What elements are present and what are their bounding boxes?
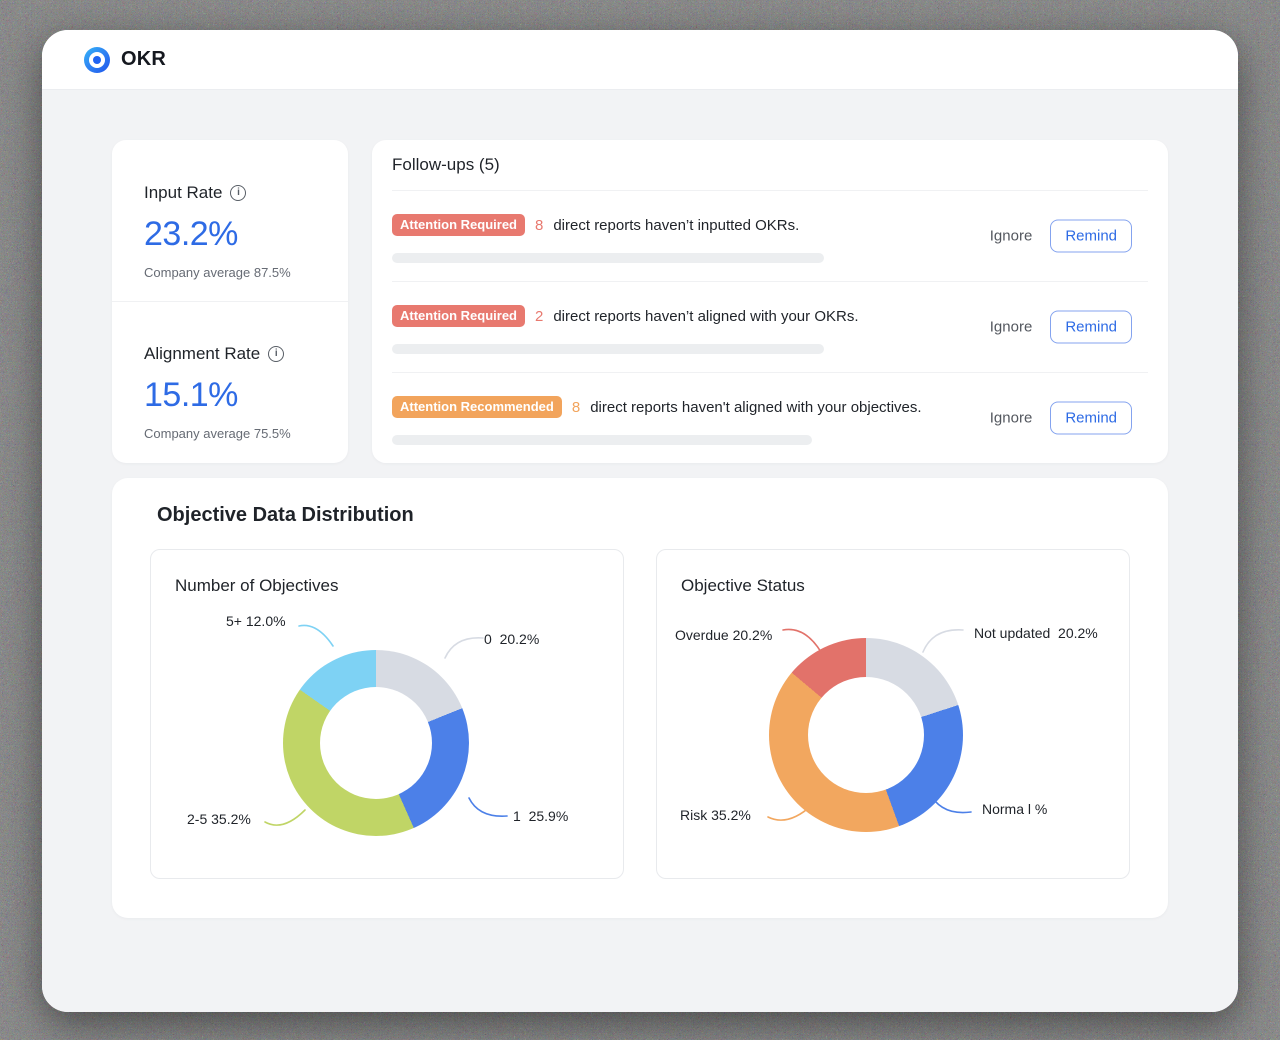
remind-button[interactable]: Remind [1050,219,1132,253]
segment-label-0: 0 20.2% [484,631,540,647]
report-count: 8 [571,398,581,416]
leader-line [922,629,964,653]
leader-line [444,637,484,659]
remind-button[interactable]: Remind [1050,401,1132,435]
leader-line [782,628,822,653]
input-rate-company-average: Company average 87.5% [144,265,291,280]
segment-label-risk: Risk 35.2% [680,807,751,823]
app-title: OKR [121,48,167,70]
leader-line [928,791,972,814]
chart-title: Objective Status [681,576,805,595]
donut-hole [320,687,432,799]
segment-label-not-updated: Not updated 20.2% [974,625,1098,641]
leader-line [468,797,508,817]
objective-data-distribution-panel: Objective Data Distribution Number of Ob… [112,478,1168,918]
ignore-button[interactable]: Ignore [989,409,1033,427]
report-count: 2 [535,307,544,325]
progress-bar [392,344,824,354]
remind-button[interactable]: Remind [1050,310,1132,344]
leader-line [298,624,334,647]
alignment-rate-section: Alignment Rate 15.1% Company average 75.… [112,301,348,463]
segment-label-normal: Norma l % [982,801,1048,817]
followups-title: Follow-ups (5) [392,155,500,174]
attention-badge: Attention Required [392,214,525,236]
ignore-button[interactable]: Ignore [989,318,1033,336]
okr-logo-icon [84,46,110,73]
attention-badge: Attention Required [392,305,525,327]
progress-bar [392,253,824,263]
attention-badge: Attention Recommended [392,396,562,418]
info-icon[interactable] [230,185,247,201]
leader-line [767,804,813,821]
progress-bar [392,435,812,445]
followup-message: direct reports haven’t aligned with your… [553,307,859,325]
number-of-objectives-chart-card: Number of Objectives 5+ 12.0% 0 20.2% 1 … [150,549,624,879]
segment-label-5plus: 5+ 12.0% [226,613,286,629]
number-of-objectives-donut-chart [283,650,469,836]
segment-label-1: 1 25.9% [513,808,569,824]
input-rate-section: Input Rate 23.2% Company average 87.5% [112,140,348,301]
rate-stats-card: Input Rate 23.2% Company average 87.5% A… [112,140,348,463]
followup-row: Attention Recommended 8 direct reports h… [392,372,1148,463]
chart-title: Number of Objectives [175,576,339,595]
followup-row: Attention Required 2 direct reports have… [392,281,1148,372]
followup-message: direct reports haven't aligned with your… [590,398,922,416]
objective-status-donut-chart [769,638,963,832]
alignment-rate-value: 15.1% [144,376,238,414]
input-rate-value: 23.2% [144,215,238,253]
distribution-title: Objective Data Distribution [157,504,414,526]
alignment-rate-label: Alignment Rate [144,344,261,363]
main-content: Input Rate 23.2% Company average 87.5% A… [42,90,1238,1012]
followup-message: direct reports haven’t inputted OKRs. [553,216,800,234]
segment-label-2-5: 2-5 35.2% [187,811,251,827]
report-count: 8 [535,216,544,234]
leader-line [264,809,306,826]
info-icon[interactable] [268,346,285,362]
app-header: OKR [42,30,1238,90]
donut-hole [808,677,924,793]
segment-label-overdue: Overdue 20.2% [675,627,773,643]
alignment-rate-company-average: Company average 75.5% [144,426,291,441]
followups-card: Follow-ups (5) Attention Required 8 dire… [372,140,1168,463]
input-rate-label: Input Rate [144,183,223,202]
objective-status-chart-card: Objective Status Overdue 20.2% Not updat… [656,549,1130,879]
followup-row: Attention Required 8 direct reports have… [392,190,1148,281]
ignore-button[interactable]: Ignore [989,227,1033,245]
app-window: OKR Input Rate 23.2% Company average 87.… [42,30,1238,1012]
